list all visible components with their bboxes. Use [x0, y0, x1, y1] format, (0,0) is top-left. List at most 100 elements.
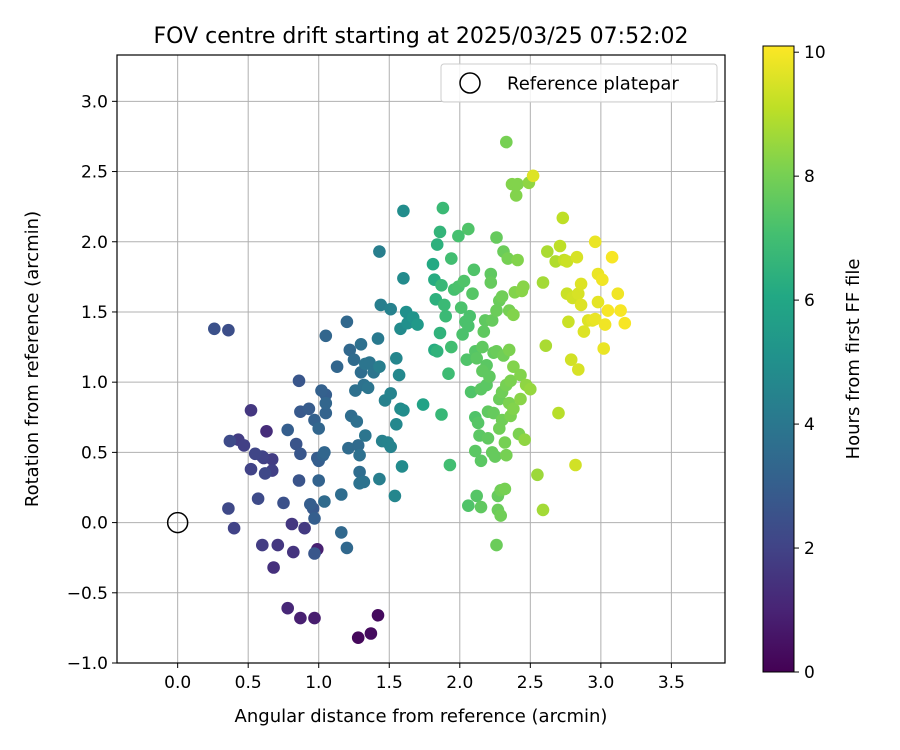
- scatter-point: [560, 255, 574, 268]
- scatter-point: [483, 370, 496, 383]
- scatter-point: [541, 245, 554, 258]
- scatter-point: [466, 287, 479, 301]
- scatter-points: [208, 135, 632, 644]
- scatter-point: [470, 489, 484, 503]
- scatter-point: [433, 225, 447, 239]
- colorbar-tick-label: 8: [804, 167, 815, 187]
- y-tick-label: −1.0: [67, 654, 108, 674]
- scatter-point: [384, 302, 398, 316]
- scatter-point: [237, 439, 251, 452]
- scatter-point: [318, 446, 331, 459]
- colorbar-label: Hours from first FF file: [843, 259, 864, 460]
- scatter-point: [445, 340, 458, 354]
- scatter-point: [298, 521, 311, 535]
- scatter-point: [302, 402, 316, 416]
- colorbar: 0 2 4 6 8 10 Hours from first FF file: [762, 43, 864, 683]
- scatter-point: [390, 352, 403, 365]
- scatter-point: [511, 177, 524, 191]
- scatter-point: [395, 460, 409, 473]
- scatter-point: [371, 609, 385, 622]
- scatter-point: [436, 201, 450, 215]
- scatter-point: [514, 368, 527, 382]
- scatter-point: [319, 396, 333, 410]
- x-tick-label: 1.5: [376, 673, 403, 693]
- scatter-point: [312, 474, 326, 487]
- scatter-point: [507, 308, 520, 322]
- scatter-point: [308, 547, 321, 560]
- scatter-point: [353, 448, 366, 462]
- scatter-point: [347, 353, 361, 367]
- y-tick-label: 2.0: [81, 233, 108, 253]
- y-tick-label: 0.0: [81, 514, 108, 534]
- scatter-point: [471, 416, 485, 430]
- y-tick-label: 1.0: [81, 373, 108, 393]
- scatter-point: [319, 406, 333, 420]
- scatter-point: [438, 298, 451, 312]
- scatter-point: [294, 447, 307, 461]
- scatter-point: [271, 538, 285, 552]
- scatter-point: [363, 356, 376, 369]
- legend: Reference platepar: [440, 63, 718, 103]
- y-tick-label: 0.5: [81, 443, 108, 463]
- y-tick-label: 2.5: [81, 163, 108, 183]
- scatter-point: [260, 425, 273, 438]
- x-ticks: 0.0 0.5 1.0 1.5 2.0 2.5 3.0 3.5: [164, 663, 685, 693]
- scatter-point: [397, 272, 410, 285]
- scatter-point: [351, 439, 365, 452]
- scatter-point: [430, 345, 444, 358]
- y-tick-label: −0.5: [67, 584, 108, 604]
- scatter-point: [484, 276, 498, 289]
- scatter-point: [390, 418, 403, 431]
- scatter-point: [267, 561, 280, 574]
- scatter-point: [294, 611, 307, 625]
- scatter-point: [292, 474, 306, 487]
- y-axis-label: Rotation from reference (arcmin): [22, 211, 43, 507]
- scatter-point: [490, 538, 503, 552]
- scatter-point: [354, 338, 368, 351]
- scatter-point: [277, 496, 290, 510]
- scatter-point: [251, 492, 265, 506]
- scatter-point: [364, 627, 378, 640]
- scatter-point: [588, 312, 602, 326]
- scatter-point: [373, 360, 386, 374]
- scatter-point: [597, 342, 610, 355]
- scatter-point: [223, 434, 237, 448]
- scatter-point: [392, 368, 406, 382]
- scatter-point: [343, 343, 357, 357]
- scatter-point: [374, 298, 388, 312]
- scatter-point: [490, 304, 503, 317]
- x-tick-label: 0.0: [164, 673, 191, 693]
- scatter-point: [605, 250, 619, 264]
- scatter-point: [464, 385, 478, 399]
- x-tick-label: 2.5: [517, 673, 544, 693]
- scatter-point: [490, 231, 503, 244]
- colorbar-tick-label: 2: [804, 539, 815, 559]
- scatter-point: [308, 611, 321, 625]
- scatter-point: [330, 360, 344, 374]
- scatter-point: [536, 276, 550, 289]
- scatter-point: [435, 279, 448, 292]
- scatter-point: [342, 441, 355, 455]
- scatter-point: [388, 489, 402, 503]
- scatter-point: [384, 387, 398, 400]
- scatter-point: [318, 495, 331, 508]
- scatter-point: [507, 402, 520, 416]
- scatter-point: [536, 503, 550, 517]
- colorbar-tick-label: 6: [804, 291, 815, 311]
- scatter-point: [258, 467, 272, 480]
- scatter-point: [574, 298, 588, 312]
- scatter-point: [292, 374, 306, 388]
- scatter-point: [501, 252, 515, 265]
- scatter-point: [308, 512, 321, 525]
- x-axis-label: Angular distance from reference (arcmin): [235, 706, 608, 727]
- scatter-point: [572, 287, 585, 301]
- scatter-point: [564, 353, 578, 367]
- scatter-point: [416, 398, 430, 411]
- scatter-point: [335, 488, 348, 501]
- scatter-point: [373, 472, 386, 486]
- scatter-point: [481, 432, 495, 445]
- scatter-point: [614, 304, 627, 317]
- scatter-point: [598, 318, 612, 331]
- y-tick-label: 3.0: [81, 92, 108, 112]
